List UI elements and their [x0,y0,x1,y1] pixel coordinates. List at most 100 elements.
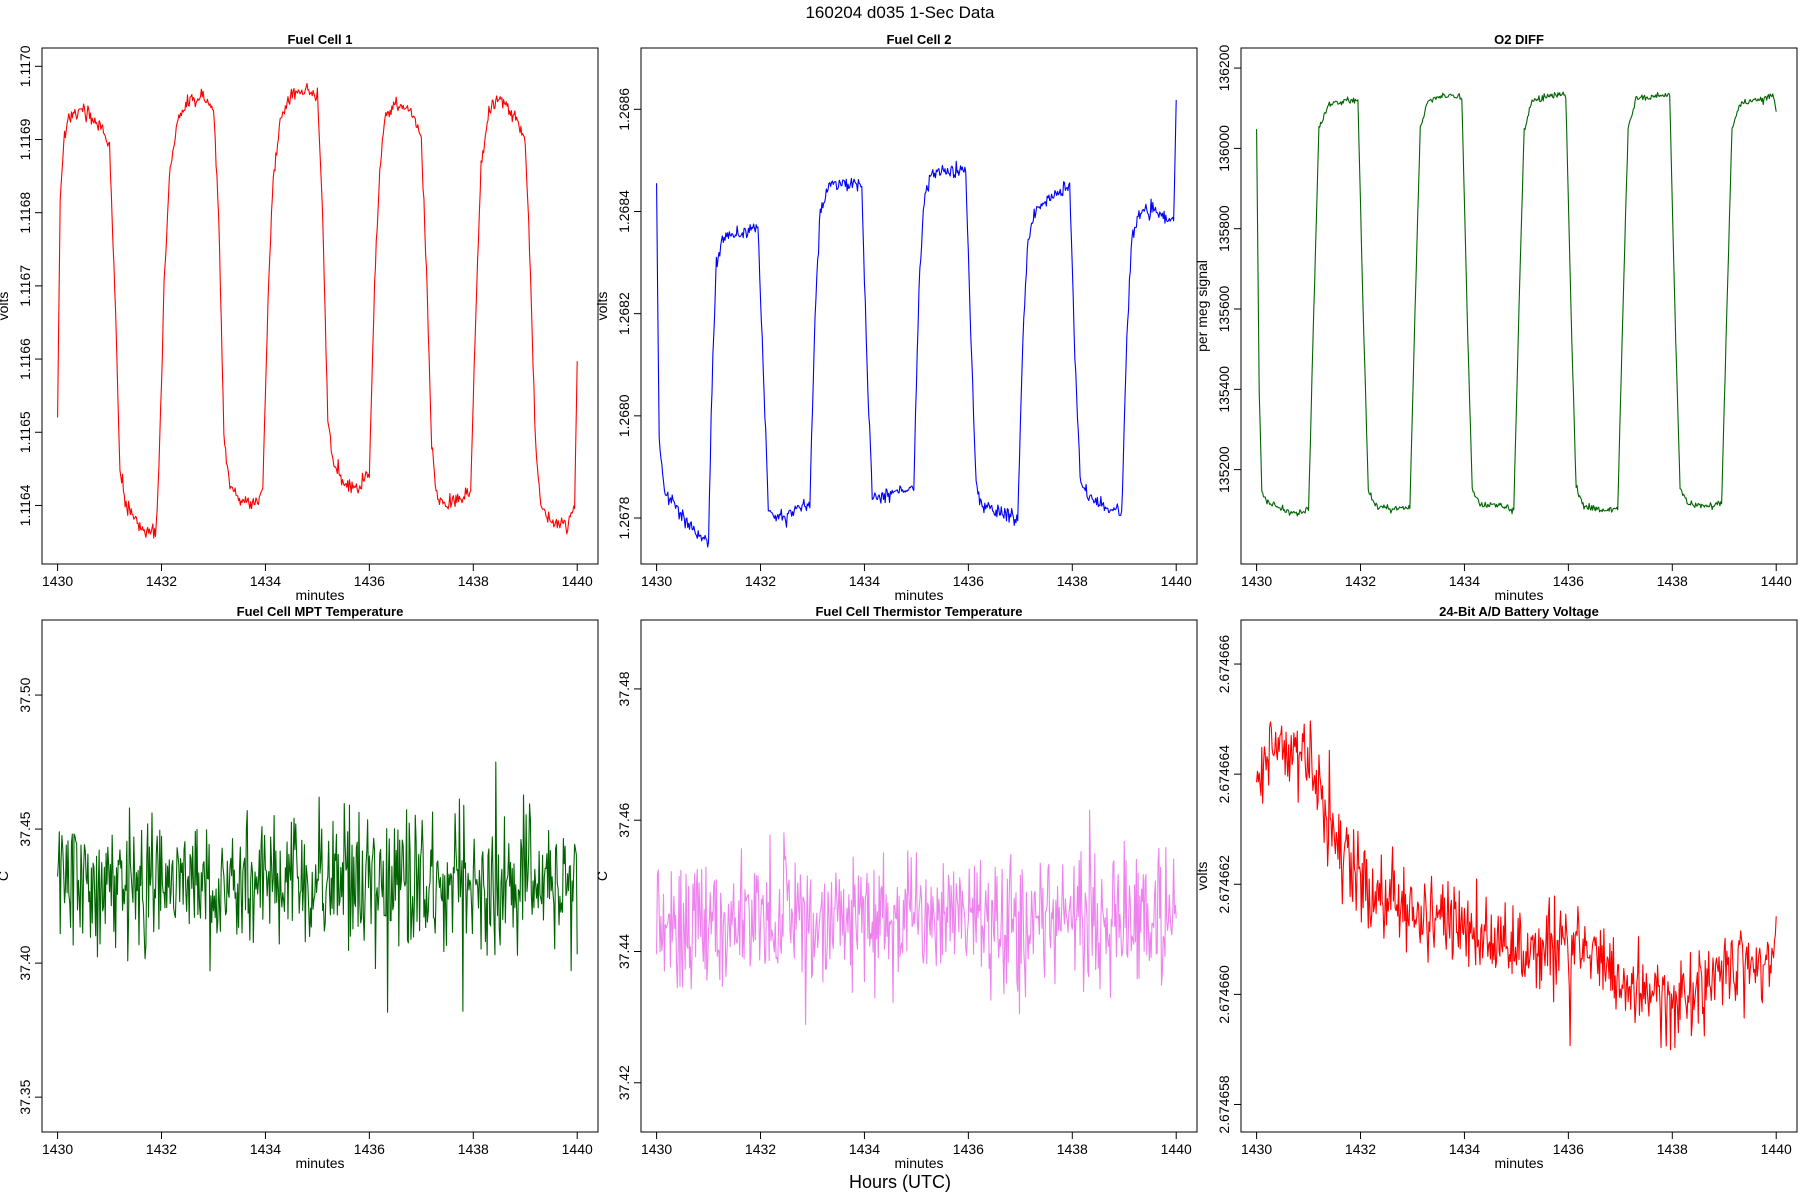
chart-panel-1: Fuel Cell 1 1430 1432 1434 1436 1438 1440 minut… [0,32,599,603]
chart-title: Fuel Cell 2 [886,32,951,47]
x-tick-label: 1432 [146,1141,177,1157]
chart-panel-6: 24-Bit A/D Battery Voltage 1430 1432 1434 14… [1194,604,1798,1171]
y-tick-label: 2.674662 [1216,855,1232,914]
x-tick-label: 1436 [1553,1141,1584,1157]
x-tick-label: 1436 [953,1141,984,1157]
x-tick-label: 1436 [953,573,984,589]
x-tick-label: 1436 [1553,573,1584,589]
x-tick-label: 1440 [562,1141,593,1157]
y-tick-label: 135600 [1216,285,1232,332]
chart-panel-3: O2 DIFF 1430 1432 1434 1436 1438 1440 minutes 13… [1194,32,1798,603]
y-axis-label: per meg signal [1194,260,1210,352]
y-tick-label: 135400 [1216,366,1232,413]
data-series-line [656,809,1177,1025]
x-tick-label: 1430 [42,573,73,589]
chart-panel-5: Fuel Cell Thermistor Temperature 1430 1432… [594,604,1198,1171]
figure-title: 160204 d035 1-Sec Data [805,3,995,22]
y-tick-label: 1.1165 [17,411,33,453]
x-axis-label: minutes [894,587,943,603]
x-tick-label: 1440 [562,573,593,589]
y-tick-label: 37.46 [616,802,632,837]
x-tick-label: 1440 [1161,573,1192,589]
y-tick-label: 1.2680 [616,394,632,437]
y-tick-label: 1.1166 [17,338,33,380]
y-tick-label: 37.45 [17,811,33,846]
figure-x-caption: Hours (UTC) [849,1172,951,1192]
x-tick-label: 1434 [849,1141,880,1157]
data-series-line [656,99,1177,548]
x-tick-label: 1434 [1449,573,1480,589]
x-tick-label: 1438 [1057,573,1088,589]
y-axis-label: C [594,871,610,881]
x-tick-label: 1434 [1449,1141,1480,1157]
x-tick-label: 1430 [1241,573,1272,589]
chart-panels: Fuel Cell 1 1430 1432 1434 1436 1438 1440 minut… [0,32,1798,1171]
data-series-line [1256,720,1777,1051]
chart-title: O2 DIFF [1494,32,1544,47]
x-tick-label: 1430 [641,573,672,589]
y-tick-label: 1.2684 [616,190,632,233]
x-tick-label: 1438 [1057,1141,1088,1157]
x-tick-label: 1430 [42,1141,73,1157]
x-tick-label: 1438 [1657,573,1688,589]
x-tick-label: 1440 [1161,1141,1192,1157]
x-axis-label: minutes [1494,1155,1543,1171]
chart-title: Fuel Cell Thermistor Temperature [815,604,1022,619]
x-tick-label: 1434 [250,573,281,589]
x-tick-label: 1430 [1241,1141,1272,1157]
x-axis-label: minutes [894,1155,943,1171]
y-tick-label: 1.1169 [17,118,33,160]
x-axis-label: minutes [295,1155,344,1171]
data-series-line [57,82,578,539]
chart-title: 24-Bit A/D Battery Voltage [1439,604,1599,619]
chart-panel-2: Fuel Cell 2 1430 1432 1434 1436 1438 1440 minut… [594,32,1198,603]
y-tick-label: 135800 [1216,205,1232,252]
x-tick-label: 1432 [146,573,177,589]
y-axis-label: volts [594,292,610,321]
y-axis-label: volts [0,292,11,321]
plot-frame [41,47,599,565]
y-axis-label: C [0,871,11,881]
x-tick-label: 1434 [250,1141,281,1157]
x-tick-label: 1438 [1657,1141,1688,1157]
chart-panel-4: Fuel Cell MPT Temperature 1430 1432 1434 143… [0,604,599,1171]
y-tick-label: 37.48 [616,671,632,706]
x-tick-label: 1436 [354,1141,385,1157]
plot-frame [1240,619,1798,1133]
y-tick-label: 1.1170 [17,45,33,87]
y-tick-label: 135200 [1216,446,1232,493]
x-tick-label: 1432 [745,573,776,589]
y-tick-label: 2.674660 [1216,965,1232,1024]
x-tick-label: 1438 [458,573,489,589]
y-tick-label: 1.2682 [616,292,632,335]
x-tick-label: 1434 [849,573,880,589]
y-tick-label: 2.674664 [1216,745,1232,804]
y-tick-label: 136000 [1216,125,1232,172]
x-tick-label: 1430 [641,1141,672,1157]
y-tick-label: 37.42 [616,1065,632,1100]
x-tick-label: 1440 [1761,573,1792,589]
x-axis-label: minutes [1494,587,1543,603]
y-tick-label: 1.1167 [17,265,33,307]
y-tick-label: 2.674666 [1216,635,1232,694]
data-series-line [1256,91,1777,517]
y-tick-label: 1.1168 [17,192,33,234]
x-tick-label: 1436 [354,573,385,589]
chart-title: Fuel Cell 1 [287,32,352,47]
y-tick-label: 136200 [1216,45,1232,92]
y-tick-label: 1.1164 [17,484,33,526]
data-series-line [57,761,578,1013]
x-tick-label: 1432 [745,1141,776,1157]
y-tick-label: 1.2678 [616,496,632,539]
x-tick-label: 1440 [1761,1141,1792,1157]
x-tick-label: 1432 [1345,573,1376,589]
chart-title: Fuel Cell MPT Temperature [237,604,404,619]
y-tick-label: 37.35 [17,1079,33,1114]
y-axis-label: volts [1194,862,1210,891]
y-tick-label: 1.2686 [616,88,632,131]
x-axis-label: minutes [295,587,344,603]
x-tick-label: 1432 [1345,1141,1376,1157]
y-tick-label: 37.50 [17,677,33,712]
x-tick-label: 1438 [458,1141,489,1157]
